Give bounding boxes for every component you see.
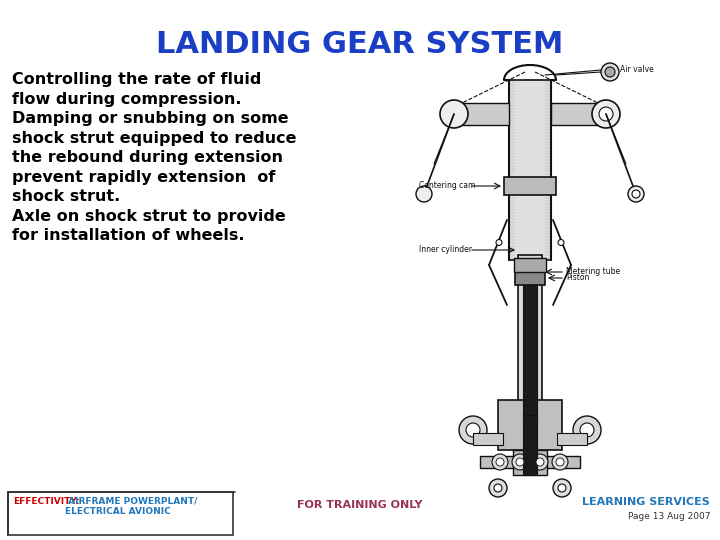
- Circle shape: [489, 479, 507, 497]
- Bar: [515, 271, 545, 285]
- Bar: [523, 280, 537, 420]
- Circle shape: [599, 107, 613, 121]
- Circle shape: [510, 456, 522, 468]
- Circle shape: [556, 458, 564, 466]
- Circle shape: [558, 240, 564, 246]
- Bar: [523, 415, 537, 475]
- Text: FOR TRAINING ONLY: FOR TRAINING ONLY: [297, 500, 423, 510]
- Text: LEARNING SERVICES: LEARNING SERVICES: [582, 497, 710, 507]
- Circle shape: [628, 186, 644, 202]
- Circle shape: [466, 423, 480, 437]
- Text: EFFECTIVITY:: EFFECTIVITY:: [13, 497, 80, 506]
- Bar: [480, 456, 580, 468]
- Circle shape: [516, 458, 524, 466]
- Bar: [473, 433, 503, 445]
- Circle shape: [632, 190, 640, 198]
- Text: Page 13 Aug 2007: Page 13 Aug 2007: [628, 512, 710, 521]
- Circle shape: [558, 484, 566, 492]
- Circle shape: [459, 416, 487, 444]
- Circle shape: [601, 63, 619, 81]
- Text: Metering tube: Metering tube: [566, 267, 620, 276]
- Circle shape: [512, 454, 528, 470]
- Text: Air valve: Air valve: [620, 65, 654, 75]
- Circle shape: [496, 458, 504, 466]
- Bar: [557, 433, 587, 445]
- Text: Controlling the rate of fluid
flow during compression.
Damping or snubbing on so: Controlling the rate of fluid flow durin…: [12, 72, 297, 244]
- Bar: [513, 450, 547, 475]
- Circle shape: [538, 456, 550, 468]
- Circle shape: [492, 454, 508, 470]
- Bar: [518, 255, 542, 420]
- Circle shape: [592, 100, 620, 128]
- Bar: [551, 103, 606, 125]
- Circle shape: [553, 479, 571, 497]
- Circle shape: [440, 100, 468, 128]
- Circle shape: [552, 454, 568, 470]
- Bar: [509, 80, 551, 260]
- Text: LANDING GEAR SYSTEM: LANDING GEAR SYSTEM: [156, 30, 564, 59]
- Bar: [514, 258, 546, 272]
- Circle shape: [494, 484, 502, 492]
- Bar: [504, 177, 556, 195]
- Text: Inner cylinder: Inner cylinder: [419, 246, 472, 254]
- Bar: [498, 400, 562, 450]
- Circle shape: [532, 454, 548, 470]
- Text: AIRFRAME POWERPLANT/
ELECTRICAL AVIONIC: AIRFRAME POWERPLANT/ ELECTRICAL AVIONIC: [65, 497, 197, 516]
- Bar: [454, 103, 509, 125]
- Text: Piston: Piston: [566, 273, 590, 282]
- Circle shape: [573, 416, 601, 444]
- Circle shape: [536, 458, 544, 466]
- Bar: [8, 492, 233, 535]
- Circle shape: [416, 186, 432, 202]
- Circle shape: [605, 67, 615, 77]
- Circle shape: [580, 423, 594, 437]
- Text: Centering cam: Centering cam: [419, 181, 475, 191]
- Circle shape: [496, 240, 502, 246]
